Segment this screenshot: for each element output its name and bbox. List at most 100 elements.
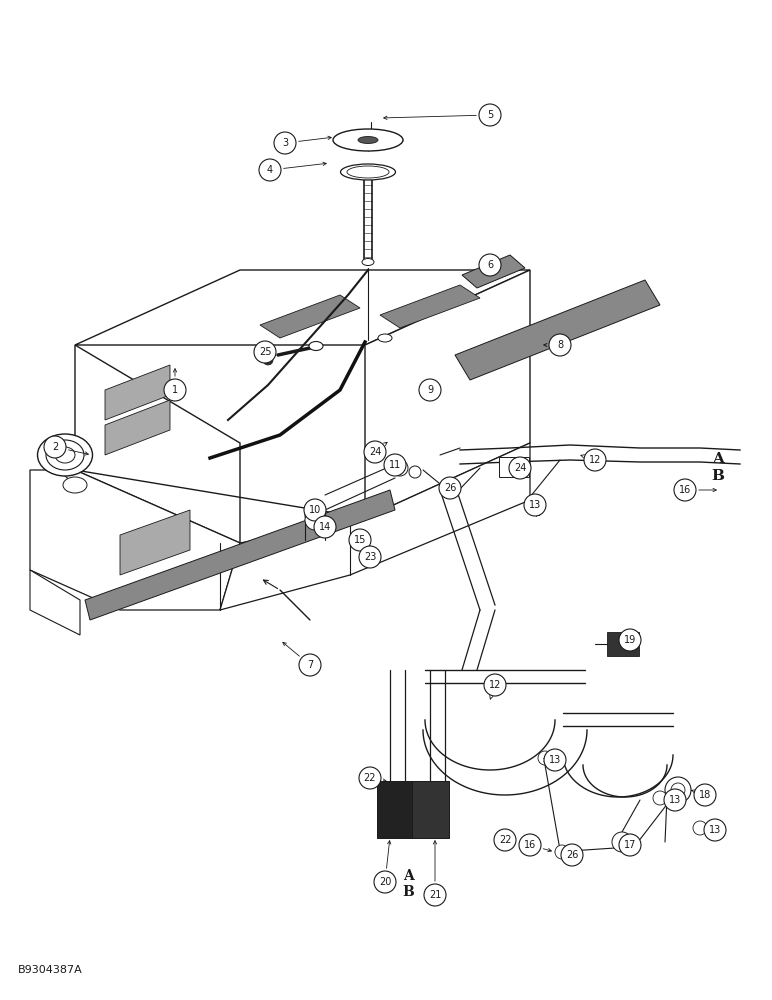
Text: 12: 12 (489, 680, 501, 690)
Text: 15: 15 (354, 535, 366, 545)
Text: 20: 20 (379, 877, 391, 887)
Circle shape (555, 845, 569, 859)
Circle shape (409, 466, 421, 478)
Circle shape (44, 436, 66, 458)
Circle shape (351, 535, 365, 549)
Ellipse shape (333, 129, 403, 151)
Circle shape (694, 784, 716, 806)
Circle shape (445, 483, 459, 497)
Circle shape (419, 379, 441, 401)
Circle shape (254, 341, 276, 363)
Text: 26: 26 (444, 483, 456, 493)
Text: B9304387A: B9304387A (18, 965, 83, 975)
Ellipse shape (427, 381, 437, 388)
Text: 13: 13 (549, 755, 561, 765)
Polygon shape (455, 280, 660, 380)
FancyBboxPatch shape (499, 457, 529, 477)
Circle shape (704, 819, 726, 841)
Text: 6: 6 (487, 260, 493, 270)
Text: 25: 25 (259, 347, 271, 357)
Polygon shape (85, 490, 395, 620)
Text: 23: 23 (364, 552, 376, 562)
Text: 8: 8 (557, 340, 563, 350)
Circle shape (305, 505, 325, 525)
Ellipse shape (362, 258, 374, 265)
Ellipse shape (63, 477, 87, 493)
Circle shape (544, 749, 566, 771)
Polygon shape (120, 510, 190, 575)
Circle shape (315, 520, 329, 534)
Polygon shape (30, 570, 80, 635)
Text: 22: 22 (364, 773, 376, 783)
Text: 11: 11 (389, 460, 401, 470)
Circle shape (359, 546, 381, 568)
Text: B: B (402, 885, 414, 899)
Circle shape (359, 767, 381, 789)
Text: 1: 1 (172, 385, 178, 395)
Ellipse shape (378, 334, 392, 342)
Text: B: B (712, 469, 724, 483)
Circle shape (519, 834, 541, 856)
Text: 9: 9 (427, 385, 433, 395)
Text: 16: 16 (524, 840, 536, 850)
Text: 26: 26 (566, 850, 578, 860)
Circle shape (671, 783, 685, 797)
Text: 21: 21 (428, 890, 441, 900)
Text: 12: 12 (589, 455, 601, 465)
Circle shape (374, 871, 396, 893)
FancyBboxPatch shape (412, 781, 449, 838)
Ellipse shape (55, 447, 75, 463)
Text: 5: 5 (487, 110, 493, 120)
Polygon shape (260, 295, 360, 338)
FancyBboxPatch shape (607, 632, 639, 656)
Text: A: A (403, 869, 413, 883)
Circle shape (479, 104, 501, 126)
Circle shape (693, 821, 707, 835)
Polygon shape (30, 470, 240, 610)
Ellipse shape (358, 136, 378, 143)
Circle shape (584, 449, 606, 471)
Circle shape (392, 460, 408, 476)
Ellipse shape (347, 166, 389, 178)
Polygon shape (105, 365, 170, 420)
Text: 13: 13 (529, 500, 541, 510)
Circle shape (561, 844, 583, 866)
Circle shape (314, 516, 336, 538)
Circle shape (164, 379, 186, 401)
Circle shape (439, 477, 461, 499)
Text: 7: 7 (307, 660, 313, 670)
Circle shape (530, 498, 544, 512)
Circle shape (305, 500, 325, 520)
Polygon shape (380, 285, 480, 328)
Text: 13: 13 (709, 825, 721, 835)
Circle shape (479, 254, 501, 276)
Ellipse shape (340, 164, 395, 180)
Text: 4: 4 (267, 165, 273, 175)
Circle shape (364, 441, 386, 463)
Text: 13: 13 (669, 795, 681, 805)
Text: 16: 16 (679, 485, 691, 495)
Text: 10: 10 (309, 505, 321, 515)
Text: 17: 17 (624, 840, 636, 850)
Circle shape (665, 777, 691, 803)
Circle shape (509, 457, 531, 479)
Circle shape (424, 884, 446, 906)
Circle shape (299, 654, 321, 676)
Circle shape (305, 510, 325, 530)
Circle shape (674, 479, 696, 501)
Polygon shape (365, 270, 530, 518)
Text: 24: 24 (514, 463, 527, 473)
Polygon shape (105, 400, 170, 455)
Circle shape (484, 674, 506, 696)
Circle shape (349, 529, 371, 551)
Text: 18: 18 (699, 790, 711, 800)
Circle shape (259, 159, 281, 181)
Circle shape (612, 832, 632, 852)
Text: 19: 19 (624, 635, 636, 645)
Circle shape (619, 834, 641, 856)
Circle shape (653, 791, 667, 805)
Text: 14: 14 (319, 522, 331, 532)
Text: A: A (712, 452, 724, 466)
Circle shape (304, 499, 326, 521)
Polygon shape (75, 270, 530, 345)
